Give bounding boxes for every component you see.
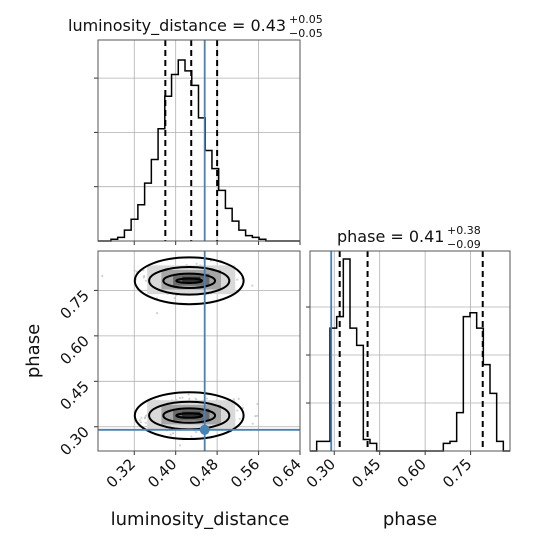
phase-xtick-labels: 0.30 0.45 0.60 0.75 bbox=[303, 306, 475, 491]
phase-frame bbox=[309, 250, 511, 452]
density-contour bbox=[175, 412, 204, 419]
sample-point bbox=[254, 415, 257, 418]
density-contour bbox=[133, 391, 245, 441]
sample-point bbox=[145, 414, 148, 417]
density-block bbox=[182, 411, 201, 418]
joint-frame bbox=[97, 250, 301, 452]
phase-axis-label-left: phase bbox=[23, 324, 44, 378]
phase-quantile-lines bbox=[338, 251, 484, 451]
sample-point bbox=[241, 406, 245, 410]
joint-ytick-labels: 0.30 0.45 0.60 0.75 bbox=[56, 286, 98, 459]
lumdist-grid bbox=[98, 40, 301, 241]
sample-point bbox=[187, 393, 190, 396]
sample-point bbox=[205, 397, 208, 400]
sample-point bbox=[256, 402, 259, 406]
lumdist-quantile-lines bbox=[164, 40, 219, 241]
sample-point bbox=[238, 417, 241, 420]
sample-point bbox=[256, 414, 259, 417]
sample-point bbox=[173, 297, 176, 300]
phase-title: phase = 0.41 bbox=[337, 227, 444, 246]
joint-ytick-label: 0.30 bbox=[56, 423, 92, 459]
density-contour bbox=[162, 407, 217, 424]
sample-point bbox=[194, 397, 197, 400]
sample-point bbox=[251, 284, 254, 287]
sample-point bbox=[179, 444, 182, 447]
joint-xtick-label: 0.40 bbox=[144, 455, 180, 491]
lumdist-title-sub: −0.05 bbox=[289, 27, 323, 40]
joint-xtick-label: 0.56 bbox=[227, 455, 263, 491]
phase-histogram-panel: phase = 0.41 +0.38 −0.09 0.30 0.45 0.60 0.7… bbox=[303, 224, 511, 530]
sample-point bbox=[140, 416, 143, 419]
sample-point bbox=[237, 397, 240, 400]
density-contour bbox=[133, 256, 245, 306]
density-contour bbox=[148, 266, 231, 296]
joint-ytick-label: 0.75 bbox=[56, 286, 92, 322]
lumdist-histogram-panel: luminosity_distance = 0.43 +0.05 −0.05 bbox=[68, 13, 323, 245]
sample-point bbox=[251, 422, 254, 425]
phase-axis-label: phase bbox=[383, 509, 437, 530]
phase-xtick-label: 0.45 bbox=[348, 455, 384, 491]
joint-xtick-labels: 0.32 0.40 0.48 0.56 0.64 bbox=[103, 451, 305, 491]
joint-ytick-label: 0.60 bbox=[56, 332, 92, 368]
sample-point bbox=[195, 262, 198, 265]
sample-point bbox=[101, 274, 104, 278]
sample-point bbox=[144, 279, 147, 282]
joint-xtick-label: 0.64 bbox=[268, 455, 304, 491]
sample-point bbox=[133, 269, 136, 272]
phase-xtick-label: 0.30 bbox=[303, 455, 339, 491]
density-contour bbox=[175, 277, 204, 284]
sample-point bbox=[172, 432, 175, 435]
sample-point bbox=[178, 396, 181, 400]
sample-point bbox=[156, 312, 159, 315]
joint-ytick-label: 0.45 bbox=[56, 377, 92, 413]
density-block bbox=[182, 276, 201, 283]
sample-point bbox=[169, 433, 172, 436]
sample-point bbox=[138, 419, 141, 422]
density-contour bbox=[162, 272, 217, 289]
lumdist-ticks bbox=[94, 77, 301, 245]
lumdist-title: luminosity_distance = 0.43 bbox=[68, 16, 286, 36]
joint-contours bbox=[133, 256, 245, 441]
sample-point bbox=[188, 397, 191, 400]
joint-density-panel: 0.32 0.40 0.48 0.56 0.64 0.30 0.45 0.60 0.75 lu… bbox=[23, 250, 305, 530]
sample-point bbox=[232, 398, 235, 401]
sample-point bbox=[139, 421, 143, 424]
joint-xtick-label: 0.32 bbox=[103, 455, 139, 491]
phase-title-sub: −0.09 bbox=[447, 238, 481, 251]
phase-xtick-label: 0.75 bbox=[439, 455, 475, 491]
lumdist-title-sup: +0.05 bbox=[289, 13, 323, 26]
phase-title-sup: +0.38 bbox=[447, 224, 481, 237]
lumdist-frame bbox=[97, 39, 301, 242]
lumdist-hist-step bbox=[98, 59, 300, 242]
sample-point bbox=[144, 421, 147, 424]
joint-xtick-label: 0.48 bbox=[186, 455, 222, 491]
sample-point bbox=[236, 278, 239, 281]
lumdist-axis-label: luminosity_distance bbox=[111, 509, 290, 530]
sample-point bbox=[181, 396, 184, 399]
sample-point bbox=[142, 269, 145, 272]
sample-point bbox=[195, 431, 198, 434]
phase-xtick-label: 0.60 bbox=[394, 455, 430, 491]
joint-truth-marker bbox=[199, 424, 210, 435]
sample-point bbox=[143, 275, 146, 278]
sample-point bbox=[190, 435, 193, 438]
sample-point bbox=[236, 409, 239, 412]
